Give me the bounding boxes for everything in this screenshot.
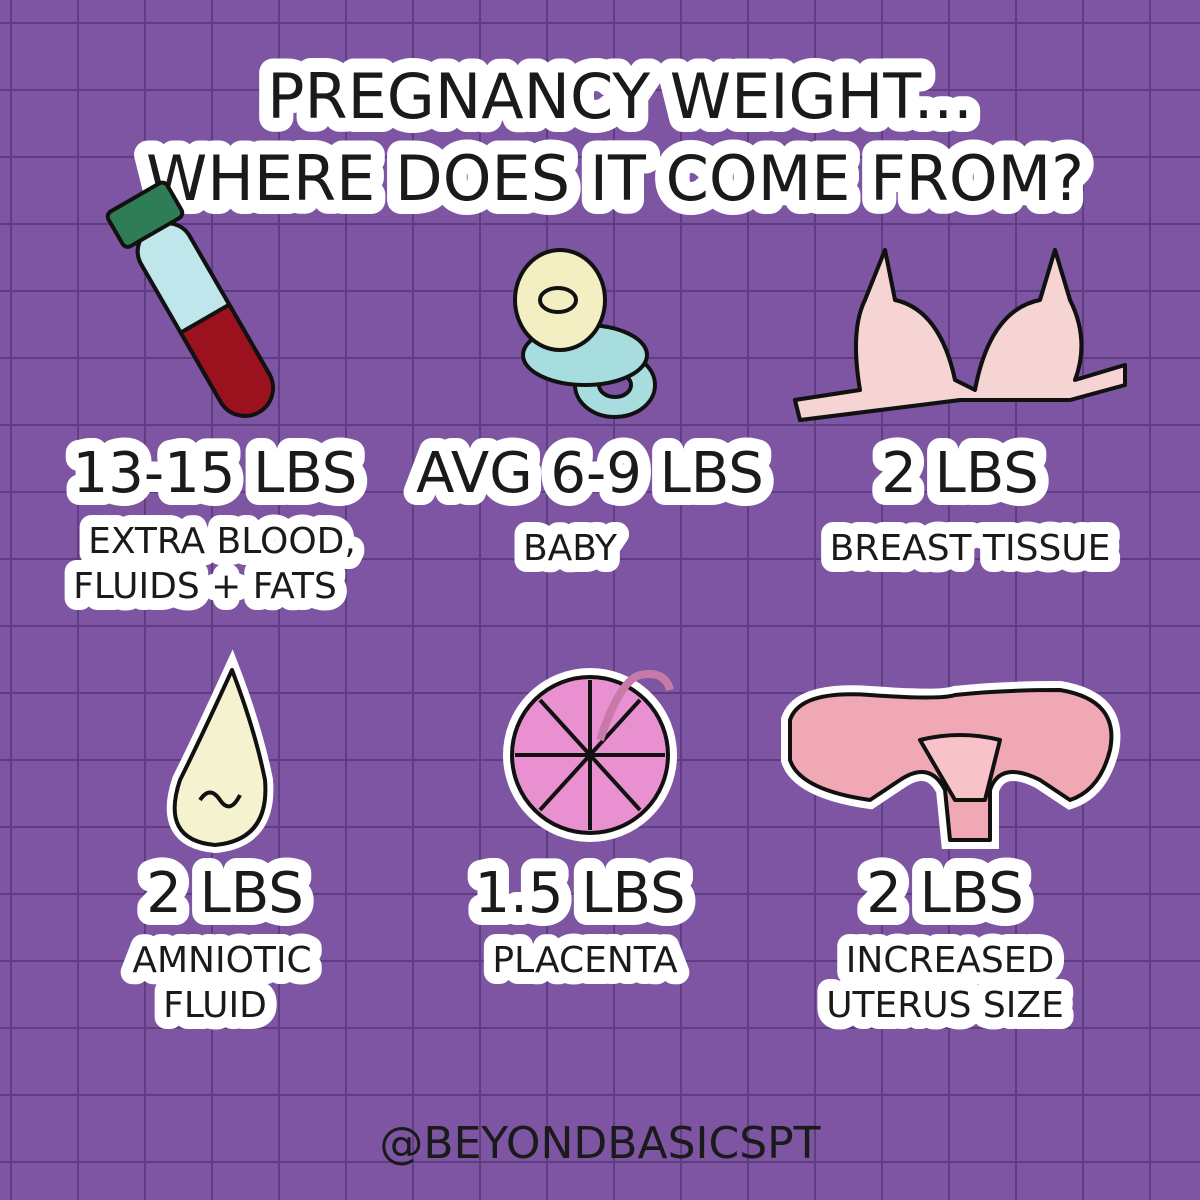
label-line: EXTRA BLOOD, (88, 521, 356, 562)
test-tube-icon (105, 180, 275, 418)
pacifier-icon (513, 248, 657, 419)
amount: 13-15 LBS (73, 441, 358, 506)
label-line: PLACENTA (492, 940, 678, 981)
label-line: BABY (523, 528, 618, 569)
amount: 1.5 LBS (474, 861, 685, 926)
label-line: AMNIOTIC (132, 940, 311, 981)
label-line: INCREASED (846, 940, 1054, 981)
title-line: WHERE DOES IT COME FROM? (146, 142, 1084, 215)
amount: 2 LBS (866, 861, 1024, 926)
label-line: UTERUS SIZE (826, 985, 1064, 1026)
uterus-icon (781, 680, 1121, 849)
label-line: BREAST TISSUE (830, 528, 1111, 569)
amount: AVG 6-9 LBS (416, 441, 764, 506)
drop-icon (166, 649, 274, 854)
amount: 2 LBS (146, 861, 304, 926)
placenta-icon (503, 668, 677, 842)
handle: @BEYONDBASICSPT (379, 1118, 820, 1169)
bra-icon (793, 248, 1127, 422)
title-line: PREGNANCY WEIGHT... (267, 60, 973, 133)
amount: 2 LBS (881, 441, 1039, 506)
label-line: FLUID (163, 985, 267, 1026)
label-line: FLUIDS + FATS (73, 566, 337, 607)
